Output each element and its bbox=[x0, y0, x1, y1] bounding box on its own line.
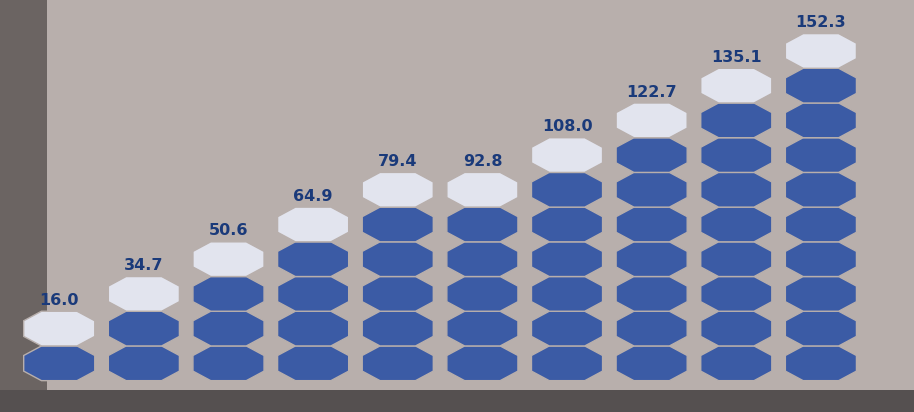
Polygon shape bbox=[109, 346, 179, 381]
Polygon shape bbox=[447, 172, 518, 207]
Polygon shape bbox=[278, 311, 348, 346]
Polygon shape bbox=[701, 138, 771, 172]
Text: 50.6: 50.6 bbox=[208, 223, 249, 239]
Polygon shape bbox=[701, 346, 771, 381]
Polygon shape bbox=[531, 346, 602, 381]
Polygon shape bbox=[701, 207, 771, 242]
Polygon shape bbox=[531, 276, 602, 311]
Polygon shape bbox=[785, 138, 856, 172]
Polygon shape bbox=[362, 242, 433, 276]
Polygon shape bbox=[362, 172, 433, 207]
Polygon shape bbox=[785, 346, 856, 381]
Polygon shape bbox=[701, 68, 771, 103]
Polygon shape bbox=[531, 242, 602, 276]
Polygon shape bbox=[278, 242, 348, 276]
Polygon shape bbox=[616, 103, 687, 138]
Polygon shape bbox=[447, 207, 518, 242]
Polygon shape bbox=[701, 242, 771, 276]
Polygon shape bbox=[0, 390, 914, 412]
Polygon shape bbox=[616, 346, 687, 381]
Polygon shape bbox=[362, 276, 433, 311]
Polygon shape bbox=[531, 207, 602, 242]
Polygon shape bbox=[785, 242, 856, 276]
Polygon shape bbox=[785, 172, 856, 207]
Text: 79.4: 79.4 bbox=[378, 154, 418, 169]
Polygon shape bbox=[0, 0, 47, 412]
Polygon shape bbox=[447, 346, 518, 381]
Text: 16.0: 16.0 bbox=[39, 293, 79, 308]
Polygon shape bbox=[447, 242, 518, 276]
Polygon shape bbox=[616, 242, 687, 276]
Polygon shape bbox=[362, 207, 433, 242]
Text: 122.7: 122.7 bbox=[626, 84, 677, 100]
Polygon shape bbox=[785, 207, 856, 242]
Polygon shape bbox=[616, 207, 687, 242]
Text: 34.7: 34.7 bbox=[124, 258, 164, 273]
Polygon shape bbox=[785, 34, 856, 68]
Polygon shape bbox=[193, 346, 264, 381]
Text: 92.8: 92.8 bbox=[462, 154, 502, 169]
Polygon shape bbox=[109, 311, 179, 346]
Text: 152.3: 152.3 bbox=[795, 15, 846, 30]
Polygon shape bbox=[278, 276, 348, 311]
Polygon shape bbox=[109, 276, 179, 311]
Polygon shape bbox=[616, 311, 687, 346]
Polygon shape bbox=[616, 276, 687, 311]
Polygon shape bbox=[193, 276, 264, 311]
Polygon shape bbox=[447, 311, 518, 346]
Polygon shape bbox=[531, 311, 602, 346]
Polygon shape bbox=[785, 311, 856, 346]
Polygon shape bbox=[24, 346, 95, 381]
Polygon shape bbox=[531, 138, 602, 172]
Polygon shape bbox=[278, 346, 348, 381]
Polygon shape bbox=[531, 172, 602, 207]
Polygon shape bbox=[616, 138, 687, 172]
Polygon shape bbox=[24, 311, 95, 346]
Polygon shape bbox=[785, 68, 856, 103]
Polygon shape bbox=[701, 311, 771, 346]
Polygon shape bbox=[701, 172, 771, 207]
Polygon shape bbox=[785, 103, 856, 138]
Polygon shape bbox=[701, 103, 771, 138]
Text: 135.1: 135.1 bbox=[711, 50, 761, 65]
Polygon shape bbox=[362, 346, 433, 381]
Polygon shape bbox=[193, 311, 264, 346]
Text: 108.0: 108.0 bbox=[542, 119, 592, 134]
Polygon shape bbox=[278, 207, 348, 242]
Polygon shape bbox=[193, 242, 264, 276]
Polygon shape bbox=[701, 276, 771, 311]
Polygon shape bbox=[785, 276, 856, 311]
Polygon shape bbox=[447, 276, 518, 311]
Text: 64.9: 64.9 bbox=[293, 189, 333, 204]
Polygon shape bbox=[362, 311, 433, 346]
Polygon shape bbox=[616, 172, 687, 207]
